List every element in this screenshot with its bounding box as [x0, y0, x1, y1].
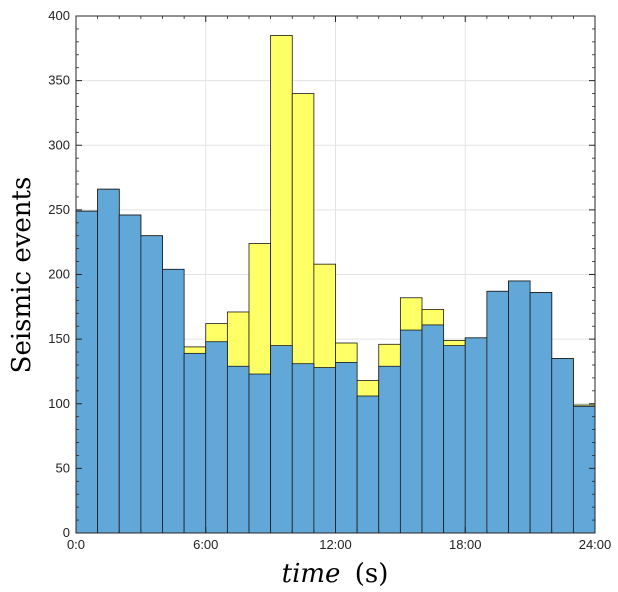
- bar-series-2-bin-7: [226, 365, 250, 534]
- bar-series-2-bin-14: [378, 365, 401, 534]
- bar-series-2-bin-11: [313, 367, 336, 534]
- x-axis-title: time (s): [282, 559, 389, 589]
- bar-series-2-bin-1: [97, 188, 120, 534]
- bar-series-2-bin-22: [551, 358, 574, 534]
- bar-series-2-bin-8: [248, 373, 272, 534]
- y-tick-label: 50: [56, 460, 70, 475]
- bar-series-2-bin-3: [140, 235, 163, 534]
- bar-series-2-bin-6: [205, 341, 228, 534]
- y-tick-label: 150: [48, 331, 70, 346]
- bar-series-2-bin-4: [162, 268, 185, 534]
- bar-series-2-bin-15: [399, 329, 423, 534]
- bar-series-2-bin-17: [443, 345, 466, 534]
- x-tick-label: 12:00: [319, 537, 352, 552]
- x-axis-unit: (s): [355, 559, 389, 589]
- bar-series-2-bin-12: [335, 361, 358, 534]
- bar-series-2-bin-20: [508, 280, 531, 534]
- y-tick-label: 300: [48, 137, 70, 152]
- bar-series-2-bin-2: [118, 214, 142, 534]
- x-tick-label: 24:00: [579, 537, 612, 552]
- bar-series-2-bin-13: [356, 395, 380, 534]
- tick-marks: [75, 15, 596, 534]
- x-axis-variable: time: [282, 559, 341, 589]
- tick-labels: 0 50 100 150 200 250 300 350 400 0:0 6:00 12:00 18:0…: [48, 8, 611, 552]
- x-tick-label: 0:0: [67, 537, 85, 552]
- bar-series-2-bin-5: [183, 352, 207, 534]
- y-tick-label: 400: [48, 8, 70, 23]
- bar-series-2-bin-23: [572, 405, 596, 534]
- bar-series-2-bin-10: [291, 363, 315, 534]
- y-tick-label: 100: [48, 396, 70, 411]
- y-tick-label: 0: [63, 525, 70, 540]
- bar-series-2-bin-21: [529, 292, 553, 534]
- bar-series-2-bin-19: [486, 290, 509, 534]
- y-axis-title: Seismic events: [7, 177, 37, 374]
- y-tick-label: 250: [48, 202, 70, 217]
- y-tick-label: 200: [48, 267, 70, 282]
- y-tick-label: 350: [48, 73, 70, 88]
- bar-series-2-bin-9: [270, 345, 293, 534]
- bar-series-2-bin-18: [464, 337, 488, 534]
- x-tick-label: 6:00: [193, 537, 218, 552]
- bar-series-2-bin-0: [75, 210, 99, 534]
- x-tick-label: 18:00: [449, 537, 482, 552]
- bars: [75, 34, 596, 534]
- bar-series-2-bin-16: [421, 324, 445, 534]
